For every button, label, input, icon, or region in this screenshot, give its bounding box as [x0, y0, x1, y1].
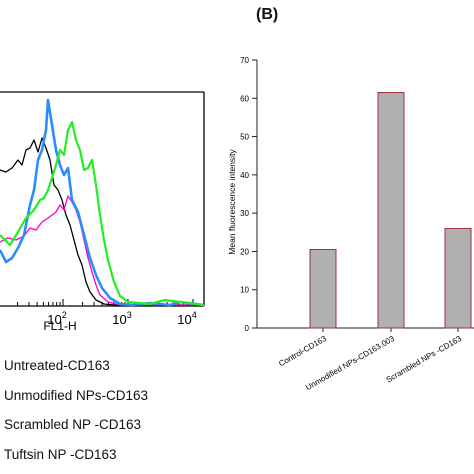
histogram-x-tick-label: 104 — [177, 310, 196, 327]
bar-y-tick-label: 40 — [240, 171, 249, 180]
legend-item-scrambled: Scrambled NP -CD163 — [4, 417, 142, 432]
bar-y-axis-label: Mean fluorescence intensity — [227, 149, 237, 255]
bar-y-tick-label: 50 — [240, 133, 249, 142]
histogram-curve-unmodified — [0, 195, 204, 306]
histogram-x-axis-label: FL1-H — [43, 319, 76, 333]
histogram-curve-scrambled — [0, 98, 205, 307]
legend-item-unmodified: Unmodified NPs-CD163 — [4, 388, 149, 403]
bar-y-tick-label: 0 — [245, 324, 250, 333]
bar-0 — [309, 249, 337, 329]
bar-category-label: Scrambled NPs -CD163 — [385, 334, 464, 385]
bar-y-tick-label: 30 — [240, 209, 249, 218]
bar-y-tick-label: 60 — [240, 94, 249, 103]
histogram-x-tick-label: 103 — [112, 310, 131, 327]
legend-item-tuftsin: Tuftsin NP -CD163 — [4, 447, 117, 462]
bar-y-tick-label: 70 — [240, 56, 249, 65]
legend-item-untreated: Untreated-CD163 — [4, 358, 110, 373]
bar-y-tick-label: 20 — [240, 247, 249, 256]
bar-1 — [377, 92, 405, 329]
histogram-curve-tuftsin — [0, 120, 205, 307]
bar-2 — [444, 227, 472, 329]
histogram-curve-untreated — [0, 137, 204, 306]
bar-category-label: Control-CD163 — [277, 334, 328, 369]
histogram-x-tick-label: 102 — [47, 310, 66, 327]
panel-b-label: (B) — [256, 6, 279, 23]
bar-y-tick-label: 10 — [240, 286, 249, 295]
